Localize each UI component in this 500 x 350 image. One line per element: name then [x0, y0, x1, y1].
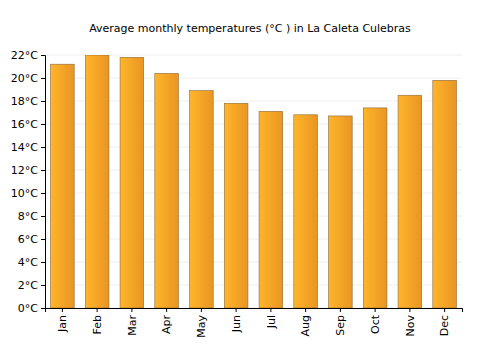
x-tick-mark [166, 308, 167, 312]
y-tick-mark [41, 193, 45, 194]
x-tick: May [195, 308, 208, 338]
y-tick-mark [41, 147, 45, 148]
x-tick-mark [62, 308, 63, 312]
x-axis: Jan Feb Mar Apr May Jun Jul Aug Sep Oct Nov Dec [46, 308, 463, 338]
y-tick-label: 2°C [18, 279, 38, 292]
x-tick-label: Apr [160, 315, 173, 335]
y-tick-label: 16°C [11, 118, 38, 131]
y-tick-label: 8°C [18, 210, 38, 223]
y-tick-label: 0°C [18, 302, 38, 315]
x-tick: Jan [56, 308, 69, 333]
x-tick: Apr [160, 308, 173, 334]
y-tick-mark [41, 239, 45, 240]
bar [224, 103, 248, 308]
y-tick: 20°C [11, 72, 45, 85]
y-tick: 22°C [11, 49, 45, 62]
x-tick: Mar [126, 308, 139, 336]
x-tick-mark [375, 308, 376, 312]
x-tick-mark [97, 308, 98, 312]
x-tick-mark [444, 308, 445, 312]
x-tick-label: Mar [126, 315, 139, 336]
y-tick: 4°C [18, 256, 45, 269]
y-tick-label: 22°C [11, 49, 38, 62]
y-tick-mark [41, 216, 45, 217]
y-tick-label: 6°C [18, 233, 38, 246]
y-tick: 8°C [18, 210, 45, 223]
x-tick-mark [270, 308, 271, 312]
x-tick-mark [340, 308, 341, 312]
y-tick-mark [41, 124, 45, 125]
bars [51, 55, 457, 308]
bar [294, 115, 318, 308]
x-tick-label: May [195, 315, 208, 338]
y-tick: 18°C [11, 95, 45, 108]
y-tick-mark [41, 170, 45, 171]
x-tick-label: Dec [438, 315, 451, 336]
y-tick-mark [41, 78, 45, 79]
x-tick-mark [236, 308, 237, 312]
x-tick-mark [131, 308, 132, 312]
x-tick: Feb [91, 308, 104, 334]
y-tick: 12°C [11, 164, 45, 177]
x-tick: Nov [404, 308, 417, 336]
x-tick-label: Jun [230, 315, 243, 333]
x-tick: Jun [230, 308, 243, 333]
chart: Average monthly temperatures (°C ) in La… [0, 0, 500, 350]
x-tick-label: Sep [334, 315, 347, 336]
x-tick: Aug [299, 308, 312, 336]
y-tick: 0°C [18, 302, 45, 315]
y-tick: 2°C [18, 279, 45, 292]
y-tick-label: 10°C [11, 187, 38, 200]
grid [45, 55, 462, 308]
x-tick: Oct [369, 308, 382, 334]
y-axis: 0°C 2°C 4°C 6°C 8°C 10°C 12°C 14°C 16°C 18°C 20°C 2… [11, 49, 46, 315]
bar [120, 57, 144, 308]
y-tick: 16°C [11, 118, 45, 131]
bar [259, 111, 283, 308]
bar [433, 80, 457, 308]
y-tick-label: 18°C [11, 95, 38, 108]
x-tick: Sep [334, 308, 347, 336]
x-tick-label: Jul [265, 315, 278, 329]
title: Average monthly temperatures (°C ) in La… [89, 22, 411, 35]
x-tick-label: Feb [91, 315, 104, 334]
x-tick-label: Oct [369, 314, 382, 334]
x-tick: Dec [438, 308, 451, 336]
y-tick-label: 20°C [11, 72, 38, 85]
x-tick-mark [201, 308, 202, 312]
y-axis-line [41, 56, 46, 309]
bar [190, 91, 214, 308]
y-tick-label: 14°C [11, 141, 38, 154]
y-tick: 14°C [11, 141, 45, 154]
y-tick: 10°C [11, 187, 45, 200]
x-tick-label: Aug [299, 315, 312, 336]
bar [363, 108, 387, 308]
y-tick-mark [41, 308, 45, 309]
x-tick-mark [305, 308, 306, 312]
y-tick-mark [41, 55, 45, 56]
x-tick-label: Jan [56, 315, 69, 333]
y-tick-label: 12°C [11, 164, 38, 177]
y-tick-mark [41, 285, 45, 286]
x-tick-label: Nov [404, 315, 417, 337]
y-tick-mark [41, 101, 45, 102]
bar [155, 73, 179, 308]
bar [398, 95, 422, 308]
y-tick: 6°C [18, 233, 45, 246]
bar [85, 55, 109, 308]
y-tick-mark [41, 262, 45, 263]
y-tick-label: 4°C [18, 256, 38, 269]
x-tick-mark [409, 308, 410, 312]
x-axis-line [46, 309, 463, 313]
bar [329, 116, 353, 308]
x-tick: Jul [265, 308, 278, 329]
bar [51, 64, 75, 308]
